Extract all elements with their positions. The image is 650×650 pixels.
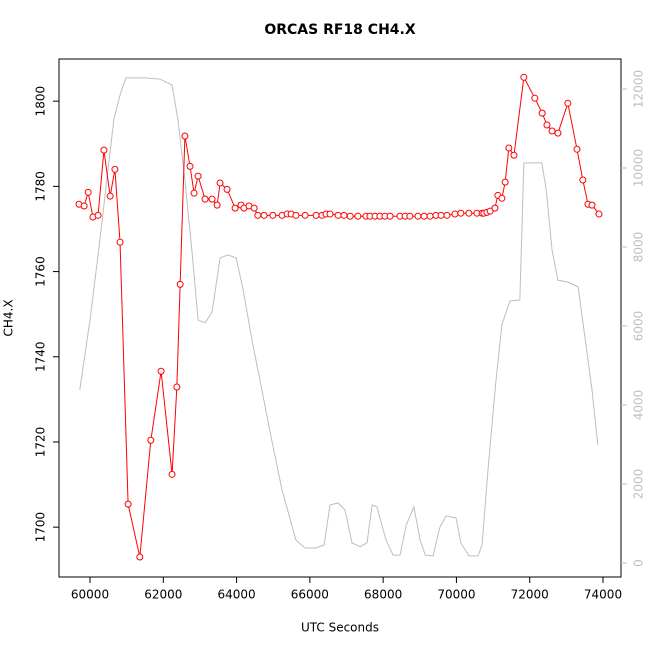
point — [457, 209, 465, 217]
x-axis-label: UTC Seconds — [301, 621, 379, 635]
point — [595, 210, 603, 218]
point — [216, 179, 224, 187]
x-tick-label: 74000 — [584, 588, 622, 602]
point — [543, 121, 551, 129]
y2-tick-label: 8000 — [632, 232, 646, 263]
point — [181, 132, 189, 140]
point — [443, 211, 451, 219]
y2-tick-label: 10000 — [632, 149, 646, 187]
point — [491, 204, 499, 212]
point — [406, 212, 414, 220]
y2-tick-label: 12000 — [632, 70, 646, 108]
point — [260, 211, 268, 219]
y2-tick-label: 6000 — [632, 311, 646, 342]
y-tick-label: 1780 — [34, 171, 48, 202]
point — [386, 212, 394, 220]
point — [334, 211, 342, 219]
point — [173, 383, 181, 391]
y-axis-label: CH4.X — [2, 299, 16, 336]
y-tick-label: 1700 — [34, 512, 48, 543]
point — [111, 165, 119, 173]
point — [190, 189, 198, 197]
point — [501, 178, 509, 186]
x-tick-label: 60000 — [71, 588, 109, 602]
point — [326, 210, 334, 218]
point — [579, 176, 587, 184]
point — [554, 129, 562, 137]
series-line — [79, 77, 599, 557]
point — [292, 211, 300, 219]
point — [157, 367, 165, 375]
point — [414, 212, 422, 220]
point — [498, 194, 506, 202]
point — [510, 151, 518, 159]
x-tick-label: 68000 — [364, 588, 402, 602]
point — [136, 553, 144, 561]
point — [231, 204, 239, 212]
point — [223, 185, 231, 193]
point — [301, 211, 309, 219]
y2-tick-label: 0 — [632, 559, 646, 567]
point — [124, 500, 132, 508]
series-line — [78, 75, 600, 558]
point — [312, 211, 320, 219]
point — [420, 212, 428, 220]
x-tick-label: 64000 — [217, 588, 255, 602]
x-tick-label: 72000 — [511, 588, 549, 602]
point — [254, 211, 262, 219]
point — [186, 162, 194, 170]
x-tick-label: 66000 — [291, 588, 329, 602]
point — [505, 144, 513, 152]
y2-tick-label: 4000 — [632, 390, 646, 421]
point — [564, 99, 572, 107]
y-tick-label: 1740 — [34, 341, 48, 372]
x-tick-label: 62000 — [144, 588, 182, 602]
point — [531, 94, 539, 102]
y-tick-label: 1760 — [34, 256, 48, 287]
point — [588, 201, 596, 209]
point — [213, 201, 221, 209]
point — [201, 195, 209, 203]
point — [106, 192, 114, 200]
plot-box — [58, 58, 622, 578]
point — [340, 211, 348, 219]
chart-title: ORCAS RF18 CH4.X — [264, 22, 415, 38]
y-tick-label: 1720 — [34, 427, 48, 458]
point — [451, 210, 459, 218]
point — [194, 172, 202, 180]
point — [116, 238, 124, 246]
point — [520, 73, 528, 81]
point — [208, 195, 216, 203]
point — [147, 436, 155, 444]
point — [548, 127, 556, 135]
x-tick-label: 70000 — [437, 588, 475, 602]
point — [426, 212, 434, 220]
point — [346, 212, 354, 220]
point — [354, 212, 362, 220]
point — [538, 109, 546, 117]
point — [573, 145, 581, 153]
y-tick-label: 1800 — [34, 86, 48, 117]
point — [437, 211, 445, 219]
point — [100, 146, 108, 154]
point — [465, 209, 473, 217]
y2-tick-label: 2000 — [632, 469, 646, 500]
point — [168, 470, 176, 478]
point — [84, 188, 92, 196]
point — [250, 204, 258, 212]
point — [94, 211, 102, 219]
point — [269, 211, 277, 219]
point — [176, 280, 184, 288]
point — [80, 202, 88, 210]
